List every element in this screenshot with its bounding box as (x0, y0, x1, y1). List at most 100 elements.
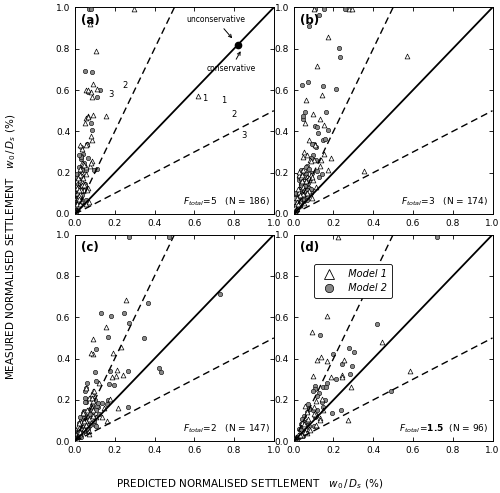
Point (98, 413, 106, 421)
Point (312, 397, 320, 405)
Point (78, 181, 86, 189)
Point (80, 394, 88, 402)
Point (72, 203, 80, 211)
Point (87, 5, 95, 13)
Point (307, 186, 315, 194)
Point (306, 171, 314, 178)
Point (302, 418, 310, 425)
Point (72, 208, 80, 216)
Point (334, 233, 342, 241)
Point (124, 403, 132, 411)
Point (292, 435, 300, 443)
Point (74, 183, 82, 191)
Point (88, 387, 96, 395)
Point (76, 201, 84, 209)
Point (76, 198, 84, 206)
Point (294, 201, 302, 209)
Point (305, 174, 313, 182)
Point (86, 410, 94, 418)
Point (76, 201, 84, 209)
Point (302, 408, 310, 416)
Point (74, 195, 82, 203)
Point (140, 334, 148, 342)
Point (292, 200, 300, 208)
Point (298, 179, 306, 187)
Point (84, 413, 92, 421)
Point (106, 381, 114, 388)
Text: unconservative: unconservative (186, 15, 246, 37)
Point (104, 333, 112, 341)
Point (74, 194, 82, 202)
Point (74, 202, 82, 210)
Point (298, 420, 306, 427)
Point (306, 22, 314, 30)
Point (91, 396, 99, 404)
Point (403, 52, 411, 60)
Point (78, 172, 86, 180)
Point (84, 154, 92, 162)
Point (92, 47, 100, 55)
Point (74, 427, 82, 435)
Point (76, 185, 84, 193)
Point (76, 418, 84, 425)
Point (76, 182, 84, 190)
Point (406, 367, 413, 375)
Point (79, 409, 87, 417)
Point (113, 366, 121, 374)
Point (338, 371, 346, 379)
Point (73, 190, 81, 198)
Point (311, 385, 319, 392)
Point (296, 430, 304, 438)
Point (295, 201, 303, 209)
Point (310, 5, 318, 13)
Point (78, 185, 86, 193)
Text: $F_{total}$=3   (N = 174): $F_{total}$=3 (N = 174) (402, 195, 488, 208)
Point (74, 200, 82, 208)
Point (301, 119, 309, 127)
Legend:   Model 1,   Model 2: Model 1, Model 2 (314, 264, 392, 298)
Point (216, 290, 224, 298)
Point (74, 197, 82, 205)
Point (332, 85, 340, 93)
Point (88, 349, 96, 357)
Point (82, 384, 90, 392)
Point (76, 430, 84, 438)
Point (88, 157, 96, 165)
Point (304, 78, 312, 86)
Text: (d): (d) (300, 241, 319, 254)
Point (78, 427, 86, 435)
Point (76, 433, 84, 441)
Point (81, 387, 89, 395)
Point (292, 435, 300, 443)
Point (312, 421, 320, 429)
Point (76, 184, 84, 192)
Point (296, 194, 304, 202)
Point (74, 196, 82, 204)
Point (295, 433, 303, 441)
Point (80, 426, 88, 434)
Point (310, 422, 318, 429)
Point (76, 141, 84, 149)
Point (296, 193, 304, 201)
Text: (c): (c) (81, 241, 98, 254)
Point (74, 192, 82, 200)
Point (80, 408, 88, 416)
Point (76, 176, 84, 184)
Point (304, 189, 312, 197)
Point (74, 202, 82, 210)
Point (76, 165, 84, 173)
Point (316, 115, 324, 123)
Point (303, 173, 311, 181)
Point (96, 309, 104, 317)
Point (75, 186, 83, 194)
Point (100, 404, 108, 412)
Point (74, 192, 82, 200)
Point (315, 11, 323, 19)
Point (73, 195, 81, 203)
Point (298, 167, 306, 175)
Point (75, 428, 83, 436)
Point (291, 208, 299, 215)
Point (294, 202, 302, 210)
Point (294, 203, 302, 211)
Point (322, 357, 330, 365)
